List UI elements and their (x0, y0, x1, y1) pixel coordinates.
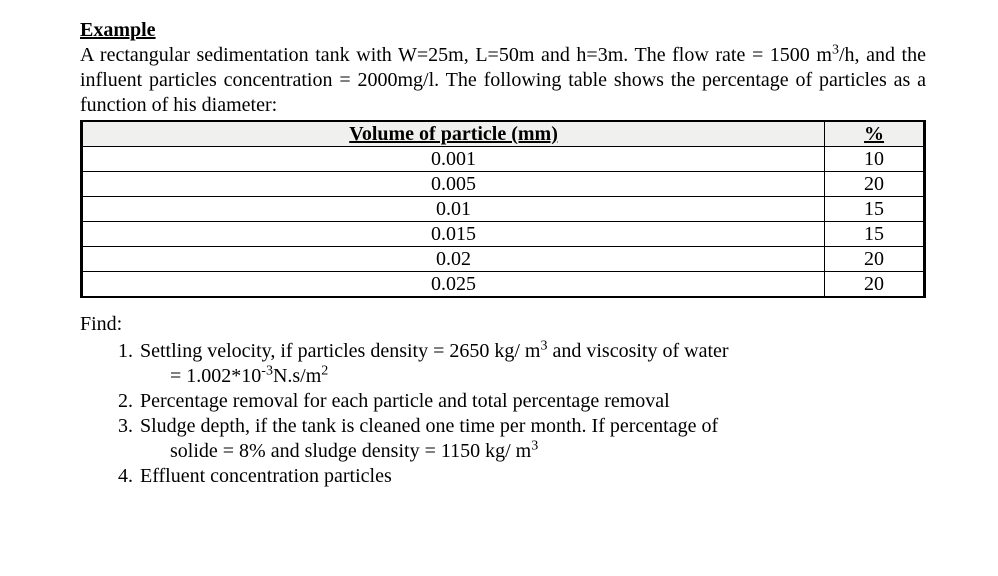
table-row: 0.01 15 (83, 197, 924, 222)
find-block: Find: Settling velocity, if particles de… (80, 312, 926, 489)
cell-percent: 20 (825, 272, 924, 297)
table-row: 0.015 15 (83, 222, 924, 247)
cell-percent: 10 (825, 147, 924, 172)
problem-paragraph: A rectangular sedimentation tank with W=… (80, 43, 926, 118)
find-item: Percentage removal for each particle and… (138, 389, 926, 414)
find-item-main: Effluent concentration particles (140, 465, 392, 487)
cell-percent: 15 (825, 197, 924, 222)
find-item: Settling velocity, if particles density … (138, 339, 926, 389)
table-row: 0.005 20 (83, 172, 924, 197)
find-item-main: Percentage removal for each particle and… (140, 390, 670, 412)
find-item-sub: = 1.002*10-3N.s/m2 (170, 364, 926, 389)
cell-volume: 0.001 (83, 147, 825, 172)
cell-volume: 0.02 (83, 247, 825, 272)
cell-percent: 20 (825, 172, 924, 197)
col-header-percent: % (825, 122, 924, 147)
example-heading: Example (80, 18, 926, 43)
find-item-main: Sludge depth, if the tank is cleaned one… (140, 415, 718, 437)
table-row: 0.001 10 (83, 147, 924, 172)
table-row: 0.025 20 (83, 272, 924, 297)
find-list: Settling velocity, if particles density … (108, 339, 926, 489)
table-body: 0.001 10 0.005 20 0.01 15 0.015 15 0.02 (83, 147, 924, 297)
table-row: 0.02 20 (83, 247, 924, 272)
cell-volume: 0.01 (83, 197, 825, 222)
find-item-sub: solide = 8% and sludge density = 1150 kg… (170, 439, 926, 464)
particle-table: Volume of particle (mm) % 0.001 10 0.005… (82, 122, 924, 296)
find-label: Find: (80, 312, 926, 337)
col-header-volume: Volume of particle (mm) (83, 122, 825, 147)
find-item: Effluent concentration particles (138, 464, 926, 489)
table-header-row: Volume of particle (mm) % (83, 122, 924, 147)
cell-percent: 20 (825, 247, 924, 272)
document-page: Example A rectangular sedimentation tank… (0, 0, 998, 507)
find-item: Sludge depth, if the tank is cleaned one… (138, 414, 926, 464)
find-item-main: Settling velocity, if particles density … (140, 340, 729, 362)
cell-percent: 15 (825, 222, 924, 247)
cell-volume: 0.015 (83, 222, 825, 247)
particle-table-wrap: Volume of particle (mm) % 0.001 10 0.005… (80, 120, 926, 298)
cell-volume: 0.025 (83, 272, 825, 297)
cell-volume: 0.005 (83, 172, 825, 197)
